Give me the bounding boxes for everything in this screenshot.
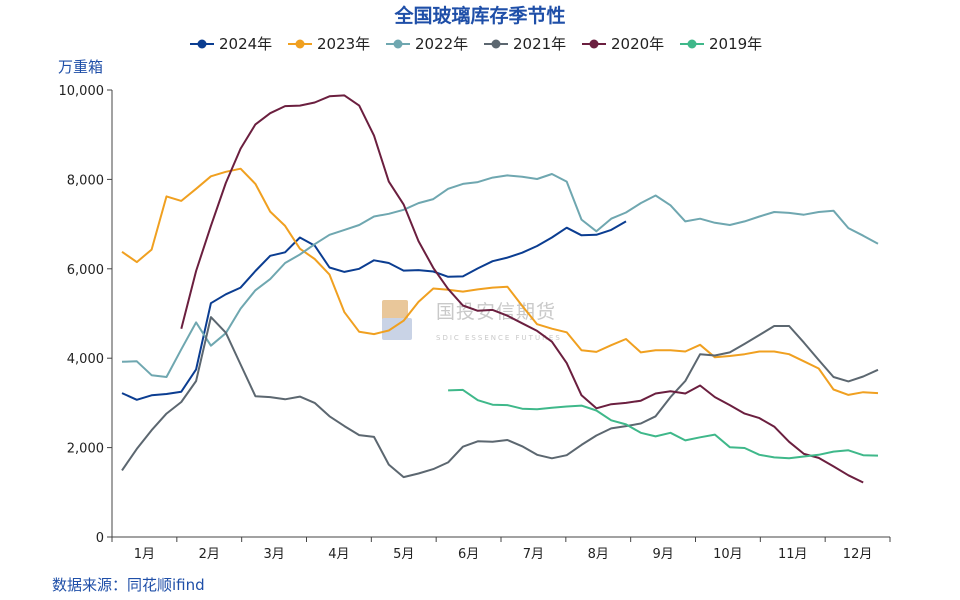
x-tick-label: 6月	[458, 547, 479, 562]
legend-swatch-marker	[295, 39, 305, 49]
legend-label: 2020年	[611, 35, 664, 53]
legend-swatch-marker	[393, 39, 403, 49]
series-line-2020年	[180, 94, 864, 484]
y-tick-label: 6,000	[67, 263, 104, 278]
legend-item-2024年: 2024年	[190, 35, 272, 53]
legend-item-2020年: 2020年	[582, 35, 664, 53]
series-layer	[121, 94, 879, 484]
watermark-subtext: SDIC ESSENCE FUTURES	[436, 334, 562, 342]
legend: 2024年 2023年 2022年 2021年 2020年 2019年	[190, 35, 762, 53]
y-axis-unit-label: 万重箱	[58, 58, 103, 76]
data-source-note: 数据来源：同花顺ifind	[52, 576, 205, 594]
x-tick-label: 3月	[263, 547, 284, 562]
series-line-2022年	[121, 173, 879, 378]
legend-label: 2019年	[709, 35, 762, 53]
legend-label: 2023年	[317, 35, 370, 53]
legend-label: 2024年	[219, 35, 272, 53]
x-tick-label: 7月	[523, 547, 544, 562]
legend-item-2022年: 2022年	[386, 35, 468, 53]
y-tick-label: 2,000	[67, 442, 104, 457]
legend-swatch-marker	[589, 39, 599, 49]
y-tick-label: 4,000	[67, 352, 104, 367]
legend-label: 2021年	[513, 35, 566, 53]
y-tick-label: 0	[96, 531, 104, 546]
watermark-logo-block-a	[382, 300, 408, 320]
legend-item-2021年: 2021年	[484, 35, 566, 53]
x-tick-label: 4月	[328, 547, 349, 562]
series-line-2019年	[448, 388, 879, 460]
legend-swatch-marker	[197, 39, 207, 49]
watermark-logo-block-b	[382, 318, 412, 340]
x-tick-label: 10月	[713, 547, 743, 562]
series-line-2021年	[121, 316, 879, 479]
legend-label: 2022年	[415, 35, 468, 53]
x-tick-label: 2月	[199, 547, 220, 562]
chart-title: 全国玻璃库存季节性	[393, 4, 565, 27]
x-tick-label: 5月	[393, 547, 414, 562]
y-tick-label: 8,000	[67, 173, 104, 188]
x-tick-label: 8月	[588, 547, 609, 562]
axes: 0 2,000 4,000 6,000 8,000 10,000 1月 2月 3月 4月 5月 6月 7…	[59, 84, 891, 562]
legend-item-2023年: 2023年	[288, 35, 370, 53]
y-tick-label: 10,000	[59, 84, 105, 99]
x-tick-label: 11月	[778, 547, 808, 562]
legend-item-2019年: 2019年	[680, 35, 762, 53]
x-tick-label: 9月	[652, 547, 673, 562]
x-tick-label: 12月	[843, 547, 873, 562]
series-line-2024年	[121, 220, 627, 401]
legend-swatch-marker	[687, 39, 697, 49]
legend-swatch-marker	[491, 39, 501, 49]
series-line-2023年	[121, 167, 879, 396]
x-tick-label: 1月	[134, 547, 155, 562]
